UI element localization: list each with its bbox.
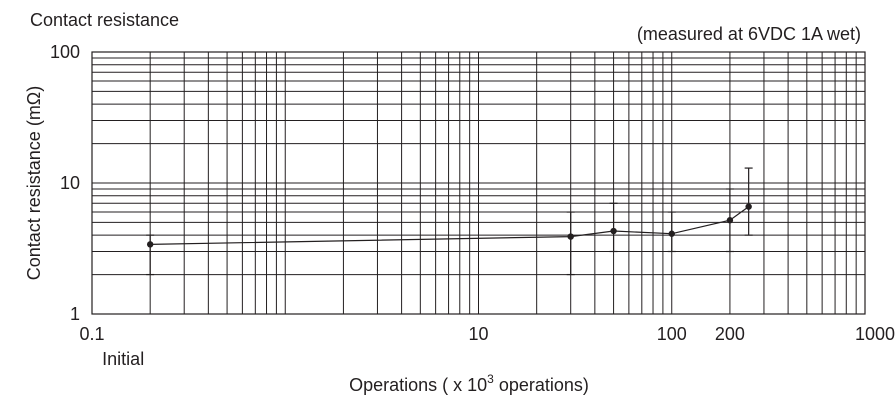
annotations: Initial xyxy=(102,349,144,369)
y-tick-label: 100 xyxy=(50,42,80,62)
data-point xyxy=(146,241,154,248)
x-axis-label: Operations ( x 103 operations) xyxy=(349,372,589,395)
y-axis-label: Contact resistance (mΩ) xyxy=(24,86,44,281)
plot-frame xyxy=(91,51,866,315)
data-points xyxy=(146,203,752,248)
y-tick-label: 10 xyxy=(60,173,80,193)
x-tick-label: 10 xyxy=(468,324,488,344)
data-point xyxy=(567,233,574,240)
data-point xyxy=(668,230,675,237)
x-tick-labels: 0.1 10 100 200 1000 xyxy=(79,324,895,344)
grid xyxy=(92,52,865,314)
x-axis-label-suffix: operations) xyxy=(494,375,589,395)
y-tick-labels: 1 10 100 xyxy=(50,42,80,324)
error-bars xyxy=(146,167,753,276)
x-axis-label-main: Operations ( x 10 xyxy=(349,375,487,395)
x-tick-label: 1000 xyxy=(855,324,895,344)
x-axis-label-exponent: 3 xyxy=(487,372,494,386)
initial-annotation: Initial xyxy=(102,349,144,369)
chart-title: Contact resistance xyxy=(30,10,179,30)
x-tick-label: 200 xyxy=(715,324,745,344)
data-point xyxy=(745,203,752,210)
data-point xyxy=(726,217,734,224)
y-tick-label: 1 xyxy=(70,304,80,324)
series-line xyxy=(150,206,750,245)
x-tick-label: 100 xyxy=(657,324,687,344)
chart-subtitle: (measured at 6VDC 1A wet) xyxy=(637,24,861,44)
x-tick-label: 0.1 xyxy=(79,324,104,344)
data-point xyxy=(610,227,617,235)
